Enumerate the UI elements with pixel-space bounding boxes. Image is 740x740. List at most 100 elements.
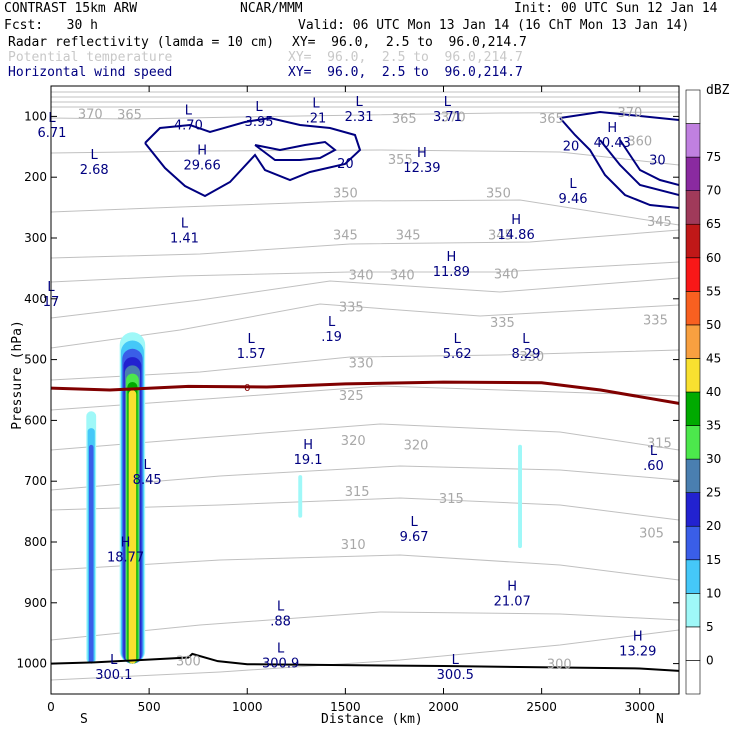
extremum-type: L bbox=[144, 458, 152, 473]
theta-contour-line bbox=[51, 611, 679, 641]
x-tick-label: 1000 bbox=[232, 700, 263, 714]
extremum-value: 11.89 bbox=[433, 265, 470, 280]
field3-xy: XY= 96.0, 2.5 to 96.0,214.7 bbox=[288, 65, 523, 80]
extremum-type: L bbox=[91, 148, 99, 163]
extremum-type: L bbox=[312, 96, 320, 111]
y-tick-label: 900 bbox=[24, 596, 47, 610]
colorbar-swatch bbox=[685, 593, 701, 628]
terrain-polyline bbox=[51, 652, 679, 672]
theta-contour-label: 300 bbox=[547, 658, 572, 673]
extremum-value: 13.29 bbox=[619, 644, 656, 659]
wind-contour-label: 30 bbox=[649, 154, 666, 169]
terrain-line bbox=[51, 652, 679, 672]
theta-contour-label: 365 bbox=[392, 112, 417, 127]
field2-name: Potential temperature bbox=[8, 50, 173, 65]
end-label-right: N bbox=[656, 712, 664, 727]
extremum-type: L bbox=[569, 177, 577, 192]
extremum-value: 300.1 bbox=[95, 668, 132, 683]
theta-contour-label: 335 bbox=[490, 316, 515, 331]
colorbar-level: 75 bbox=[706, 150, 721, 164]
wind-contour-line bbox=[144, 116, 362, 198]
extremum-value: 1.57 bbox=[237, 347, 266, 362]
extremum-type: L bbox=[248, 332, 256, 347]
x-tick-label: 3000 bbox=[624, 700, 655, 714]
extremum-value: 12.39 bbox=[403, 161, 440, 176]
theta-contour-label: 325 bbox=[339, 389, 364, 404]
extremum-type: H bbox=[197, 144, 207, 159]
extremum-value: 18.77 bbox=[107, 550, 144, 565]
colorbar-swatch bbox=[685, 89, 701, 124]
extremum-value: 1.41 bbox=[170, 232, 199, 247]
forecast-hour: Fcst: 30 h bbox=[4, 18, 98, 33]
extremum-type: L bbox=[452, 653, 460, 668]
theta-contour-label: 305 bbox=[639, 526, 664, 541]
colorbar-level: 55 bbox=[706, 284, 721, 298]
reflectivity-band bbox=[88, 444, 94, 664]
theta-contour-label: 350 bbox=[333, 186, 358, 201]
theta-contour-label: 335 bbox=[643, 313, 668, 328]
colorbar-level: 70 bbox=[706, 184, 721, 198]
wind-contour-label: 20 bbox=[337, 157, 354, 172]
colorbar-level: 5 bbox=[706, 620, 714, 634]
plot-frame bbox=[50, 85, 680, 695]
y-tick-label: 500 bbox=[24, 353, 47, 367]
theta-contour-label: 315 bbox=[439, 492, 464, 507]
colorbar-level: 0 bbox=[706, 653, 714, 667]
colorbar-swatch bbox=[685, 291, 701, 326]
colorbar-level: 30 bbox=[706, 452, 721, 466]
extremum-value: .21 bbox=[306, 111, 327, 126]
extremum-type: H bbox=[121, 535, 131, 550]
freezing-level-polyline bbox=[51, 380, 679, 405]
extremum-value: .88 bbox=[270, 615, 291, 630]
y-tick-label: 700 bbox=[24, 474, 47, 488]
theta-contour-label: 345 bbox=[647, 215, 672, 230]
extremum-type: L bbox=[181, 217, 189, 232]
theta-contour-label: 315 bbox=[345, 485, 370, 500]
field1-xy: XY= 96.0, 2.5 to 96.0,214.7 bbox=[292, 35, 527, 50]
extremum-type: L bbox=[48, 111, 56, 126]
theta-contour-line bbox=[51, 199, 679, 226]
extremum-type: L bbox=[650, 444, 658, 459]
y-tick-label: 100 bbox=[24, 109, 47, 123]
wind-contour-label: 20 bbox=[563, 140, 580, 155]
extremum-type: H bbox=[511, 213, 521, 228]
theta-contour-line bbox=[51, 497, 679, 521]
extremum-type: L bbox=[277, 600, 285, 615]
wind-contour-line bbox=[599, 139, 679, 196]
theta-contour-label: 310 bbox=[341, 538, 366, 553]
colorbar-swatch bbox=[685, 559, 701, 594]
extremum-value: 14.86 bbox=[498, 228, 535, 243]
extremum-value: 19.1 bbox=[294, 453, 323, 468]
y-tick-label: 600 bbox=[24, 413, 47, 427]
colorbar-swatch bbox=[685, 257, 701, 292]
theta-contour-label: 360 bbox=[627, 135, 652, 150]
extremum-type: H bbox=[446, 250, 456, 265]
colorbar-level: 10 bbox=[706, 586, 721, 600]
x-tick-label: 500 bbox=[138, 700, 161, 714]
reflectivity-shading bbox=[86, 332, 522, 664]
extremum-value: 8.45 bbox=[133, 473, 162, 488]
colorbar-level: 50 bbox=[706, 318, 721, 332]
theta-contour-label: 345 bbox=[396, 228, 421, 243]
freezing-level-line: 0 bbox=[51, 380, 679, 405]
extremum-value: 2.68 bbox=[80, 163, 109, 178]
model-title: CONTRAST 15km ARW bbox=[4, 1, 138, 16]
theta-contour-line bbox=[51, 423, 679, 451]
extremum-value: .60 bbox=[643, 459, 664, 474]
extremum-value: 3.95 bbox=[245, 115, 274, 130]
extremum-value: 300.9 bbox=[262, 657, 299, 672]
extremum-value: 5.62 bbox=[443, 347, 472, 362]
extremum-value: 21.07 bbox=[494, 595, 531, 610]
theta-contour-label: 340 bbox=[494, 267, 519, 282]
theta-contour-line bbox=[51, 149, 679, 166]
y-tick-label: 1000 bbox=[16, 657, 47, 671]
colorbar-level: 60 bbox=[706, 251, 721, 265]
y-axis-label: Pressure (hPa) bbox=[10, 320, 25, 430]
extremum-value: 2.31 bbox=[345, 110, 374, 125]
init-time: Init: 00 UTC Sun 12 Jan 14 bbox=[514, 1, 718, 16]
plot-area bbox=[51, 86, 679, 694]
extremum-type: H bbox=[633, 629, 643, 644]
theta-contour-label: 330 bbox=[349, 357, 374, 372]
theta-contour-label: 365 bbox=[117, 108, 142, 123]
theta-contour-label: 300 bbox=[176, 655, 201, 670]
